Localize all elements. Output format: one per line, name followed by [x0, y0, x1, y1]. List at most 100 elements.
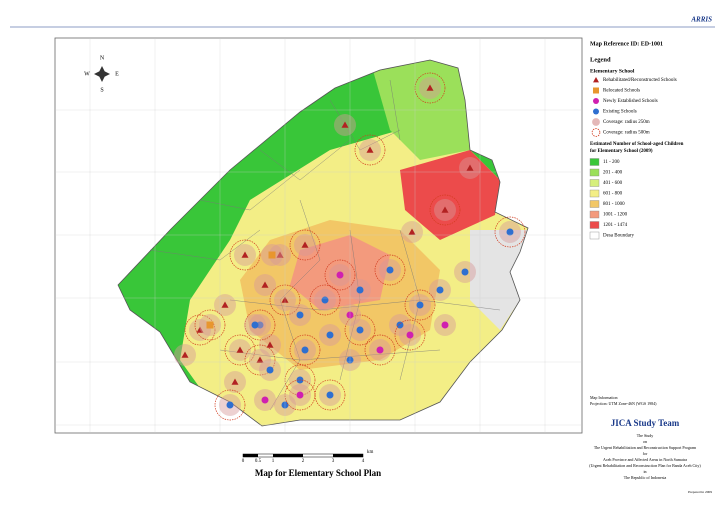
circle-symbol — [506, 228, 514, 236]
coverage-500m — [214, 389, 246, 421]
legend-swatch — [589, 158, 600, 166]
circle-symbol — [256, 321, 264, 329]
scale-label: 3 — [332, 459, 335, 464]
triangle-symbol — [261, 281, 269, 288]
coverage-500m — [374, 254, 406, 286]
circle-symbol — [376, 346, 384, 354]
scale-label: 0.5 — [255, 459, 262, 464]
team: JICA Study Team — [611, 418, 680, 428]
circle-symbol — [326, 331, 334, 339]
triangle-symbol — [181, 351, 189, 358]
legend-label: Coverage: radius 500m — [603, 131, 650, 136]
credit-line: (Urgent Rehabilitation and Reconstructio… — [589, 463, 701, 468]
coverage-500m — [364, 334, 396, 366]
scale-label: 1 — [272, 459, 275, 464]
circle-symbol — [321, 296, 329, 304]
triangle-symbol — [231, 378, 239, 385]
zone — [400, 150, 500, 240]
circle-symbol — [301, 346, 309, 354]
legend-label: Coverage: radius 250m — [603, 120, 650, 125]
legend-label: Existing Schools — [603, 110, 637, 115]
triangle-symbol — [341, 121, 349, 128]
projection: Projection: UTM Zone-46N (WGS 1984) — [590, 401, 657, 406]
triangle-symbol — [276, 251, 284, 258]
triangle-symbol — [408, 228, 416, 235]
legend-title: Legend — [590, 56, 611, 63]
scale-bar: 0 0.5 1 2 3 4km — [242, 450, 374, 464]
legend-label: Rehabilitated/Reconstructed Schools — [603, 78, 677, 83]
triangle-symbol — [236, 346, 244, 353]
legend-swatch — [589, 200, 600, 208]
coverage-500m — [314, 379, 346, 411]
scale-unit: km — [367, 450, 374, 455]
prepared: Prepared in 2009 — [688, 490, 712, 494]
circle-symbol — [251, 321, 259, 329]
triangle-symbol — [241, 251, 249, 258]
coverage-500m — [309, 284, 341, 316]
graticule — [55, 38, 582, 433]
scale-segment — [333, 454, 363, 457]
circle-symbol — [593, 108, 599, 115]
circle-symbol — [386, 266, 394, 274]
coverage-500m — [414, 72, 446, 104]
credit-line: in — [643, 469, 646, 474]
square-symbol — [593, 87, 599, 94]
circle-symbol — [406, 331, 414, 339]
coverage-500m — [194, 309, 226, 341]
credit-line: on — [643, 439, 647, 444]
coverage-500m — [344, 314, 376, 346]
circle-symbol — [326, 391, 334, 399]
scale-label: 0 — [242, 459, 245, 464]
credit-line: The Study — [637, 433, 654, 438]
corner-label: ARRIS — [690, 16, 712, 24]
legend-label: 801 - 1000 — [603, 202, 625, 207]
compass-s: S — [100, 87, 103, 93]
legend-label: 1001 - 1200 — [603, 213, 628, 218]
legend-swatch — [589, 221, 600, 229]
credit-line: The Urgent Rehabilitation and Reconstruc… — [594, 445, 697, 450]
legend-label: 401 - 600 — [603, 181, 623, 186]
triangle-symbol — [426, 84, 434, 91]
coverage-500m — [284, 379, 316, 411]
dashed-symbol — [591, 128, 601, 137]
legend: Rehabilitated/Reconstructed Schools Reloc… — [589, 77, 684, 240]
square-symbol — [206, 321, 214, 329]
triangle-symbol — [466, 164, 474, 171]
triangle-symbol — [256, 356, 264, 363]
map-reference: Map Reference ID: ED-1001 — [590, 41, 663, 47]
credit-line: for — [643, 451, 648, 456]
circle-symbol — [436, 286, 444, 294]
legend-label: 601 - 800 — [603, 192, 623, 197]
coverage-500m — [184, 314, 216, 346]
triangle-symbol — [196, 326, 204, 333]
triangle-symbol — [366, 146, 374, 153]
coverage-500m — [224, 334, 256, 366]
coverage-500m — [429, 194, 461, 226]
triangle-symbol — [441, 206, 449, 213]
compass: N S E W — [84, 55, 119, 93]
legend-label: 11 - 200 — [603, 160, 620, 165]
circle-symbol — [416, 301, 424, 309]
legend-swatch — [589, 189, 600, 198]
coverage-500m — [404, 289, 436, 321]
map-info-heading: Map Information — [590, 395, 617, 400]
compass-n: N — [100, 55, 105, 61]
triangle-symbol — [593, 77, 599, 83]
scale-label: 2 — [302, 459, 305, 464]
scale-segment — [243, 454, 258, 457]
credit-line: Aceh Province and Affected Areas in Nort… — [603, 457, 687, 462]
zone — [470, 230, 528, 330]
circle-symbol — [296, 391, 304, 399]
legend-label: 201 - 400 — [603, 171, 623, 176]
coverage-500m — [394, 319, 426, 351]
triangle-symbol — [221, 301, 229, 308]
coverage-500m — [324, 259, 356, 291]
coverage-500m — [289, 334, 321, 366]
circle-symbol — [266, 366, 274, 374]
circle-symbol — [226, 401, 234, 409]
compass-e: E — [115, 71, 119, 77]
population-heading: for Elementary School (2009) — [590, 149, 653, 154]
coverage-500m — [244, 344, 276, 376]
circle-symbol — [261, 396, 269, 404]
